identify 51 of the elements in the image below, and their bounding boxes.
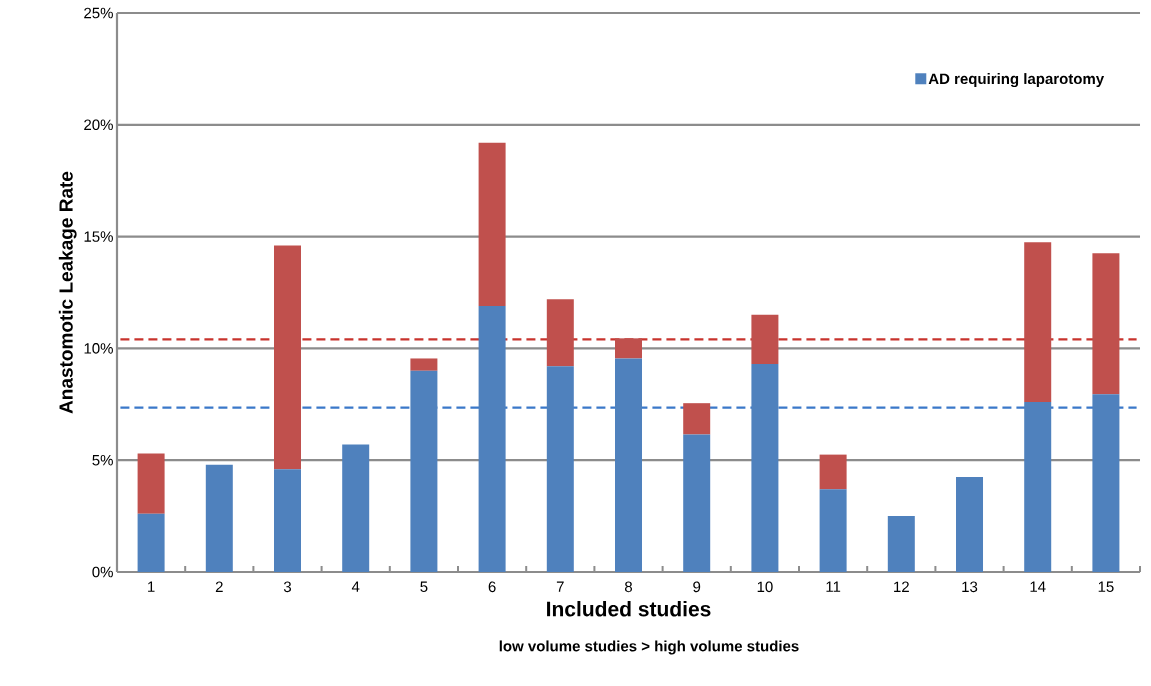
bar (274, 245, 301, 470)
bar (137, 513, 165, 572)
bar (137, 453, 165, 514)
bar (546, 366, 574, 572)
bar (342, 444, 370, 572)
legend-label: AD requiring laparotomy (928, 73, 1105, 88)
y-tick-label: 20% (84, 119, 113, 131)
x-tick-label: 11 (826, 581, 841, 592)
bar (751, 314, 779, 365)
x-tick-label: 5 (420, 581, 428, 592)
x-tick-label: 8 (624, 581, 633, 593)
x-axis-title: Included studies (547, 600, 711, 617)
y-tick-label: 5% (92, 454, 113, 466)
x-tick-label: 1 (148, 581, 155, 592)
x-tick-label: 9 (693, 581, 701, 593)
bar (956, 476, 984, 572)
bar (478, 305, 506, 572)
bar (1092, 253, 1120, 395)
x-tick-label: 2 (215, 581, 223, 592)
text: low volume studies > high volume studies (499, 640, 799, 655)
bar (1092, 394, 1120, 572)
y-tick-label: 0% (92, 566, 113, 578)
bar (887, 516, 915, 572)
bar (615, 358, 642, 572)
x-tick-label: 3 (283, 581, 292, 593)
bar (683, 434, 711, 572)
y-tick-label: 15% (84, 231, 113, 242)
bar (819, 489, 847, 572)
bar (410, 370, 438, 572)
x-tick-label: 12 (894, 581, 909, 592)
bar (274, 469, 301, 572)
bar (751, 364, 779, 572)
bar (1024, 242, 1052, 403)
y-tick-label: 10% (84, 343, 113, 354)
x-tick-label: 10 (757, 581, 773, 593)
x-tick-label: 14 (1030, 581, 1046, 592)
bar (410, 358, 438, 371)
bar (478, 142, 506, 306)
x-tick-label: 6 (488, 581, 496, 593)
y-axis-title: Anastomotic Leakage Rate (58, 171, 77, 414)
bar (683, 403, 711, 435)
x-tick-label: 13 (962, 581, 978, 593)
x-tick-label: 15 (1098, 581, 1114, 592)
y-tick-label: 25% (84, 7, 113, 19)
bar (615, 338, 642, 359)
bar (205, 464, 233, 572)
x-tick-label: 4 (351, 581, 360, 592)
bar (546, 299, 574, 367)
x-tick-label: 7 (556, 581, 564, 592)
bar (819, 454, 847, 490)
bar (1024, 402, 1052, 572)
